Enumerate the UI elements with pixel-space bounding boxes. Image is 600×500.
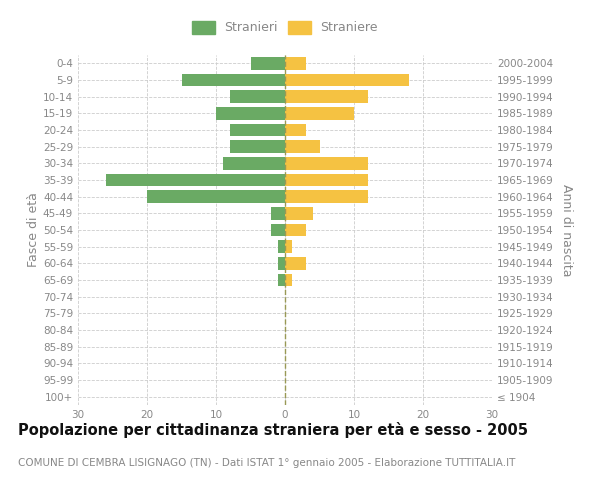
Bar (285, 124, 306, 136)
Bar (251, 57, 285, 70)
Bar (285, 240, 292, 253)
Bar (278, 257, 285, 270)
Bar (230, 124, 285, 136)
Bar (285, 224, 306, 236)
Text: Popolazione per cittadinanza straniera per età e sesso - 2005: Popolazione per cittadinanza straniera p… (18, 422, 528, 438)
Text: COMUNE DI CEMBRA LISIGNAGO (TN) - Dati ISTAT 1° gennaio 2005 - Elaborazione TUTT: COMUNE DI CEMBRA LISIGNAGO (TN) - Dati I… (18, 458, 515, 468)
Bar (106, 174, 285, 186)
Bar (147, 190, 285, 203)
Bar (271, 207, 285, 220)
Bar (285, 57, 306, 70)
Bar (230, 140, 285, 153)
Legend: Stranieri, Straniere: Stranieri, Straniere (187, 16, 383, 40)
Y-axis label: Fasce di età: Fasce di età (27, 192, 40, 268)
Bar (271, 224, 285, 236)
Bar (285, 140, 320, 153)
Bar (285, 157, 368, 170)
Bar (216, 107, 285, 120)
Bar (285, 90, 368, 103)
Bar (278, 240, 285, 253)
Bar (285, 274, 292, 286)
Y-axis label: Anni di nascita: Anni di nascita (560, 184, 573, 276)
Bar (285, 74, 409, 86)
Bar (285, 107, 354, 120)
Bar (278, 274, 285, 286)
Bar (223, 157, 285, 170)
Bar (182, 74, 285, 86)
Bar (285, 174, 368, 186)
Bar (285, 257, 306, 270)
Bar (230, 90, 285, 103)
Bar (285, 190, 368, 203)
Bar (285, 207, 313, 220)
